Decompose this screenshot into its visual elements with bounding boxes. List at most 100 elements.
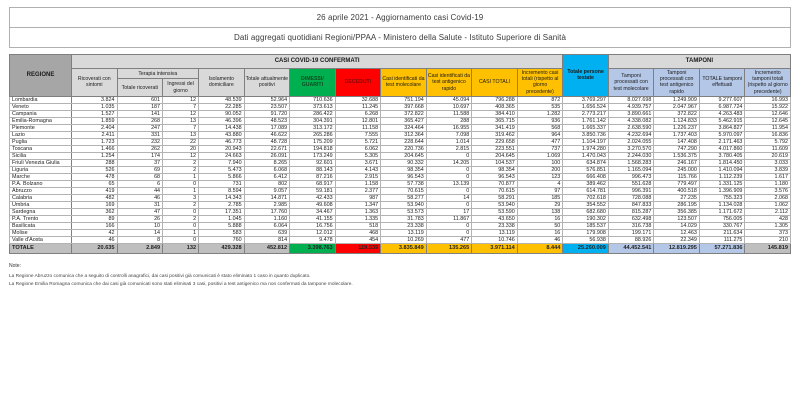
value-cell: 0 [162,221,200,230]
value-cell: 11.867 [425,214,473,223]
value-cell: 1.410.094 [698,165,746,174]
value-cell: 44.452.541 [607,242,655,254]
value-cell: 936 [516,116,564,125]
value-cell: 1.165.094 [607,165,655,174]
value-cell: 365.427 [380,116,427,125]
value-cell: 2.404 [71,123,118,132]
col-header-incremento-tamponi: Incremento tamponi totali (rispetto al g… [744,68,791,97]
value-cell: 1.396.909 [698,186,746,195]
value-cell: 372.822 [653,109,700,118]
value-cell: 46.396 [198,116,245,125]
value-cell: 551.628 [607,179,655,188]
value-cell: 2.638.590 [607,123,655,132]
value-cell: 13 [162,116,200,125]
value-cell: 23.338 [471,221,518,230]
value-cell: 2 [162,214,200,223]
value-cell: 20.619 [744,151,791,160]
value-cell: 3 [162,193,200,202]
value-cell: 24.663 [198,151,245,160]
value-cell: 89 [71,214,118,223]
value-cell: 1.160 [243,214,291,223]
value-cell: 13.119 [471,228,518,237]
value-cell: 0 [425,221,473,230]
value-cell: 477 [516,137,564,146]
value-cell: 56.938 [562,235,609,244]
value-cell: 3.824 [71,95,118,104]
value-cell: 7.940 [198,158,245,167]
value-cell: 8.444 [516,242,564,254]
value-cell: 17.760 [243,207,291,216]
value-cell: 5.888 [198,221,245,230]
value-cell: 43.880 [198,130,245,139]
value-cell: 313.172 [289,123,336,132]
col-header-totale-ricoverati: Totale ricoverati [116,78,164,97]
value-cell: 200 [516,165,564,174]
value-cell: 1.656.524 [562,102,609,111]
value-cell: 8.027.698 [607,95,655,104]
notes-label: Note: [9,262,21,269]
table-row: Puglia 1.723 232 22 46.773 48.728 175.209 5.721… [9,137,791,146]
value-cell: 169 [71,200,118,209]
value-cell: 8.594 [198,186,245,195]
value-cell: 666.408 [562,172,609,181]
col-header-deceduti: DECEDUTI [334,68,382,97]
value-cell: 1.335 [334,214,382,223]
note-line-abruzzo: La Regione Abruzzo comunica che a seguit… [9,273,311,279]
value-cell: 132 [162,242,200,254]
value-cell: 223.551 [471,144,518,153]
table-row: P.A. Trento 89 26 2 1.045 1.160 41.155 1.335 31.… [9,214,791,223]
value-cell: 5.462.915 [698,116,746,125]
value-cell: 702.618 [562,193,609,202]
value-cell: 0 [162,179,200,188]
value-cell: 12 [162,95,200,104]
region-name-cell: Friuli Venezia Giulia [9,158,72,167]
value-cell: 3.971.114 [471,242,518,254]
value-cell: 0 [425,172,473,181]
value-cell: 185 [516,193,564,202]
value-cell: 372.822 [380,109,427,118]
value-cell: 91.720 [243,109,291,118]
value-cell: 419 [71,186,118,195]
value-cell: 97 [516,186,564,195]
value-cell: 0 [425,200,473,209]
value-cell: 138 [516,207,564,216]
value-cell: 286.422 [289,109,336,118]
value-cell: 16.955 [425,123,473,132]
value-cell: 185.537 [562,221,609,230]
value-cell: 199.171 [607,228,655,237]
col-header-ingressi-giorno: Ingressi del giorno [162,78,200,97]
value-cell: 526 [71,165,118,174]
region-name-cell: Basilicata [9,221,72,230]
col-header-isolamento: Isolamento domiciliare [198,68,245,97]
value-cell: 2 [162,200,200,209]
value-cell: 20.943 [198,144,245,153]
value-cell: 2.915 [334,172,382,181]
value-cell: 14.205 [425,158,473,167]
table-row: Friuli Venezia Giulia 288 37 2 7.940 8.265 92.… [9,158,791,167]
col-header-tamponi-molecolare: Tamponi processati con test molecolare [607,68,655,97]
group-header-casi-confermati: CASI COVID-19 CONFERMATI [70,54,564,69]
value-cell: 316.738 [607,221,655,230]
value-cell: 847.833 [607,200,655,209]
value-cell: 5.721 [334,137,382,146]
value-cell: 53.940 [471,200,518,209]
value-cell: 7.555 [334,130,382,139]
region-name-cell: Lombardia [9,95,72,104]
value-cell: 210 [744,235,791,244]
value-cell: 96.543 [380,172,427,181]
value-cell: 614.781 [562,186,609,195]
value-cell: 2.171.463 [698,137,746,146]
value-cell: 356.385 [653,207,700,216]
value-cell: 1.723 [71,137,118,146]
value-cell: 682.680 [562,207,609,216]
value-cell: 354.552 [562,200,609,209]
value-cell: 12.012 [289,228,336,237]
value-cell: 44 [116,186,164,195]
value-cell: 964 [516,130,564,139]
value-cell: 52.964 [243,95,291,104]
value-cell: 70.615 [380,186,427,195]
value-cell: 477 [425,235,473,244]
region-name-cell: Campania [9,109,72,118]
value-cell: 43.650 [471,214,518,223]
note-line-emilia-romagna: La Regione Emilia Romagna comunica che d… [9,282,353,288]
